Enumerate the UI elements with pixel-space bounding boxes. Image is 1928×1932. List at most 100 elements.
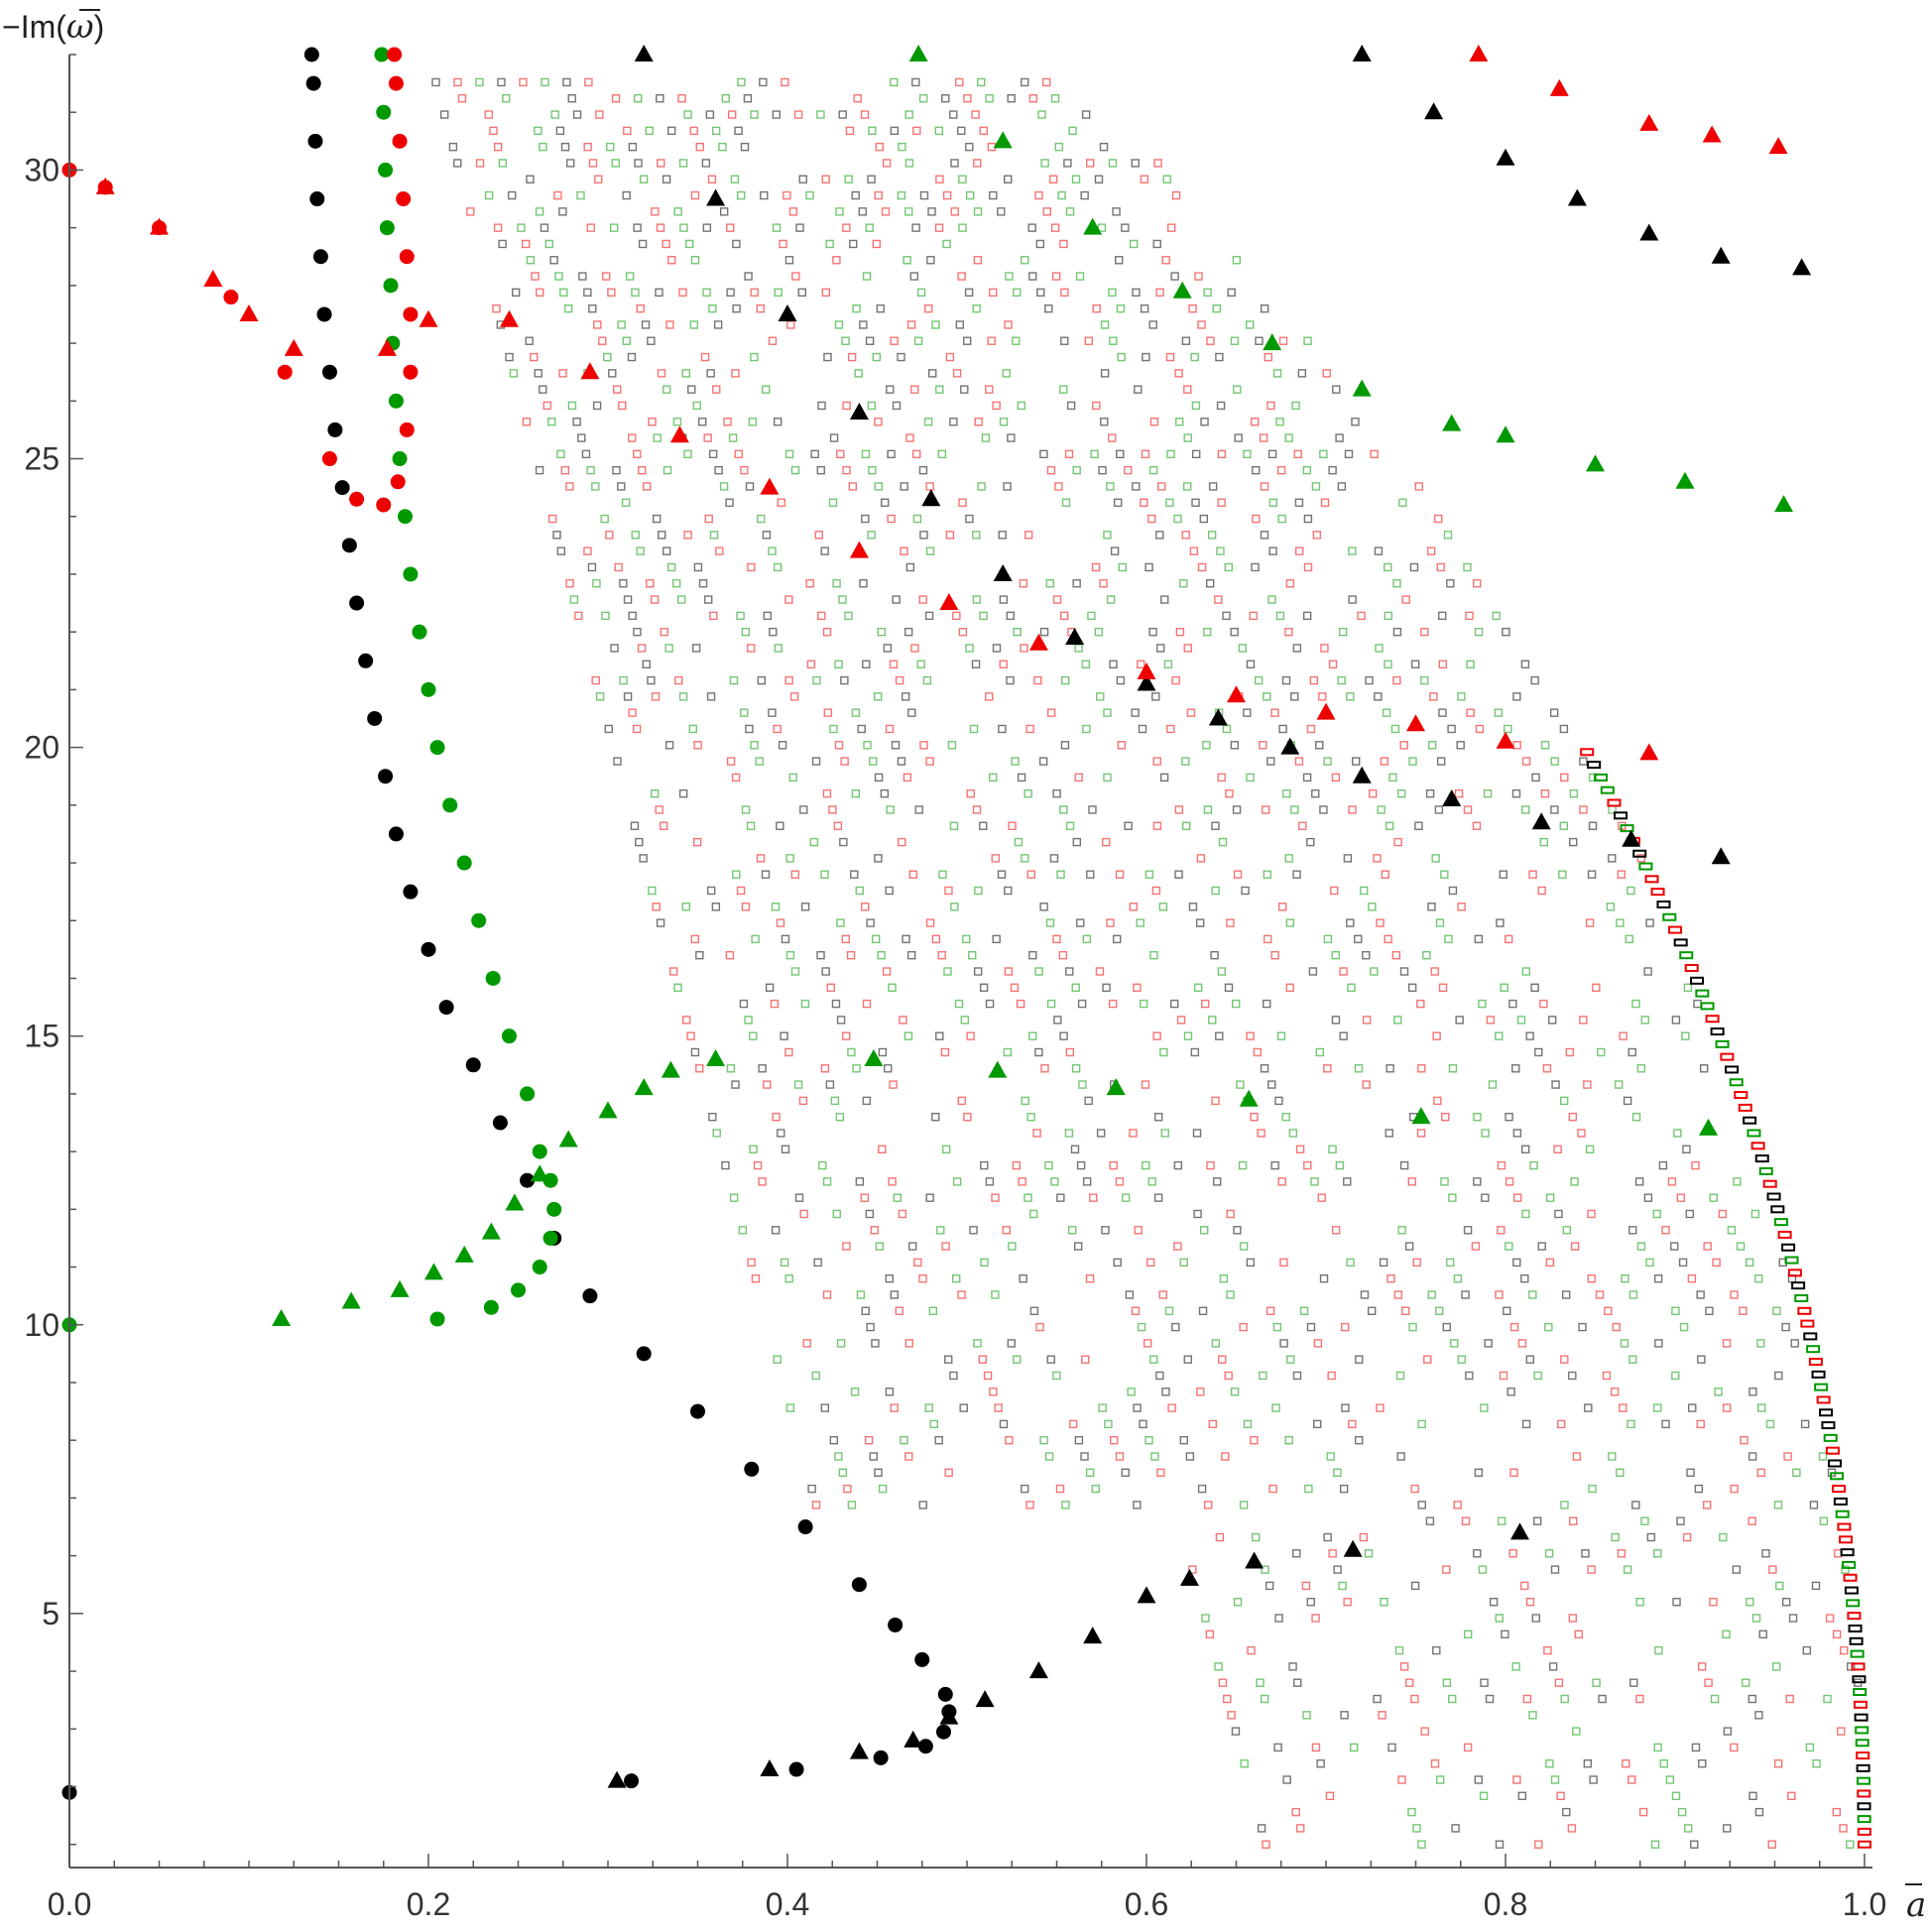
continuum-marker xyxy=(1579,1016,1588,1025)
continuum-marker xyxy=(526,256,536,265)
continuum-marker xyxy=(1096,692,1105,701)
continuum-marker xyxy=(1531,773,1540,783)
continuum-marker xyxy=(888,1177,897,1186)
continuum-marker xyxy=(1676,1516,1685,1525)
continuum-marker xyxy=(1338,1581,1347,1591)
continuum-marker xyxy=(1448,1064,1458,1073)
continuum-marker xyxy=(1254,675,1264,685)
continuum-marker xyxy=(1313,1339,1323,1348)
continuum-marker xyxy=(667,126,676,136)
continuum-marker xyxy=(1399,967,1409,976)
continuum-marker xyxy=(706,692,716,701)
data-point-triangle xyxy=(1083,217,1103,235)
continuum-marker xyxy=(641,320,651,329)
continuum-marker xyxy=(1160,1129,1169,1138)
continuum-marker xyxy=(1013,288,1022,298)
continuum-marker xyxy=(1495,1290,1504,1299)
continuum-marker xyxy=(1401,595,1410,604)
continuum-marker xyxy=(1310,1177,1319,1186)
continuum-marker xyxy=(1486,1016,1496,1025)
continuum-marker xyxy=(885,724,895,734)
continuum-marker xyxy=(778,741,787,750)
continuum-marker xyxy=(1331,773,1341,783)
continuum-marker xyxy=(1214,1662,1223,1671)
continuum-marker xyxy=(1153,159,1162,168)
data-point-circle xyxy=(744,1461,760,1477)
continuum-marker xyxy=(974,418,983,426)
continuum-marker xyxy=(874,418,883,426)
data-point-circle xyxy=(277,364,293,380)
continuum-marker xyxy=(1408,757,1417,766)
continuum-marker xyxy=(811,757,821,766)
continuum-marker xyxy=(1292,1549,1301,1558)
continuum-marker xyxy=(1121,223,1130,232)
continuum-marker xyxy=(701,159,711,168)
continuum-marker xyxy=(1124,465,1133,475)
continuum-marker xyxy=(1505,1177,1514,1186)
continuum-marker xyxy=(1181,757,1190,766)
continuum-marker xyxy=(913,336,923,345)
data-point-triangle xyxy=(1639,743,1659,761)
continuum-marker xyxy=(963,94,972,103)
continuum-marker xyxy=(1374,692,1383,701)
continuum-marker xyxy=(1221,1452,1230,1461)
continuum-marker xyxy=(1260,1064,1269,1073)
continuum-marker xyxy=(1384,660,1392,668)
continuum-marker xyxy=(1100,369,1110,378)
continuum-marker xyxy=(1020,644,1028,653)
continuum-marker xyxy=(1839,1824,1848,1833)
continuum-marker xyxy=(1808,1358,1823,1367)
continuum-marker xyxy=(944,1468,953,1477)
continuum-marker xyxy=(952,611,961,621)
continuum-marker xyxy=(918,465,928,475)
continuum-marker xyxy=(1028,1031,1037,1040)
continuum-marker xyxy=(1303,1160,1312,1170)
continuum-marker xyxy=(784,1273,793,1283)
continuum-marker xyxy=(636,303,645,313)
continuum-marker xyxy=(708,303,717,313)
continuum-marker xyxy=(889,660,899,668)
continuum-marker xyxy=(560,142,570,152)
continuum-marker xyxy=(751,1273,761,1283)
continuum-marker xyxy=(1730,1484,1739,1494)
continuum-marker xyxy=(1570,1177,1579,1186)
continuum-marker xyxy=(1260,1694,1269,1704)
continuum-marker xyxy=(918,595,927,604)
continuum-marker xyxy=(1697,1662,1707,1671)
continuum-marker xyxy=(1616,918,1625,927)
continuum-marker xyxy=(1323,757,1332,766)
continuum-marker xyxy=(1509,1468,1518,1477)
continuum-marker xyxy=(1548,1662,1558,1671)
continuum-marker xyxy=(1425,1516,1435,1525)
data-point-circle xyxy=(312,249,328,265)
continuum-marker xyxy=(565,482,574,491)
continuum-marker xyxy=(1319,1273,1329,1283)
continuum-marker xyxy=(1407,1807,1416,1817)
continuum-marker xyxy=(1734,1091,1748,1100)
continuum-marker xyxy=(980,1258,989,1268)
continuum-marker xyxy=(1816,1395,1831,1404)
continuum-marker xyxy=(918,1273,927,1283)
continuum-marker xyxy=(1266,757,1275,766)
continuum-marker xyxy=(1318,692,1327,701)
continuum-marker xyxy=(774,288,783,298)
continuum-marker xyxy=(885,886,894,896)
continuum-marker xyxy=(1856,1751,1870,1760)
continuum-marker xyxy=(1311,1614,1320,1623)
continuum-marker xyxy=(1800,1319,1815,1328)
continuum-marker xyxy=(1034,1047,1043,1057)
continuum-marker xyxy=(800,999,810,1009)
continuum-marker xyxy=(830,1096,840,1106)
continuum-marker xyxy=(1417,1840,1426,1849)
continuum-marker xyxy=(1246,1258,1256,1268)
continuum-marker xyxy=(627,352,637,362)
continuum-marker xyxy=(1506,1388,1515,1396)
continuum-marker xyxy=(619,675,628,685)
continuum-marker xyxy=(757,675,767,685)
continuum-marker xyxy=(903,773,912,783)
continuum-marker xyxy=(1592,1678,1601,1687)
continuum-marker xyxy=(1311,788,1320,798)
continuum-marker xyxy=(1243,708,1252,717)
continuum-marker xyxy=(768,336,778,345)
continuum-marker xyxy=(556,449,565,459)
